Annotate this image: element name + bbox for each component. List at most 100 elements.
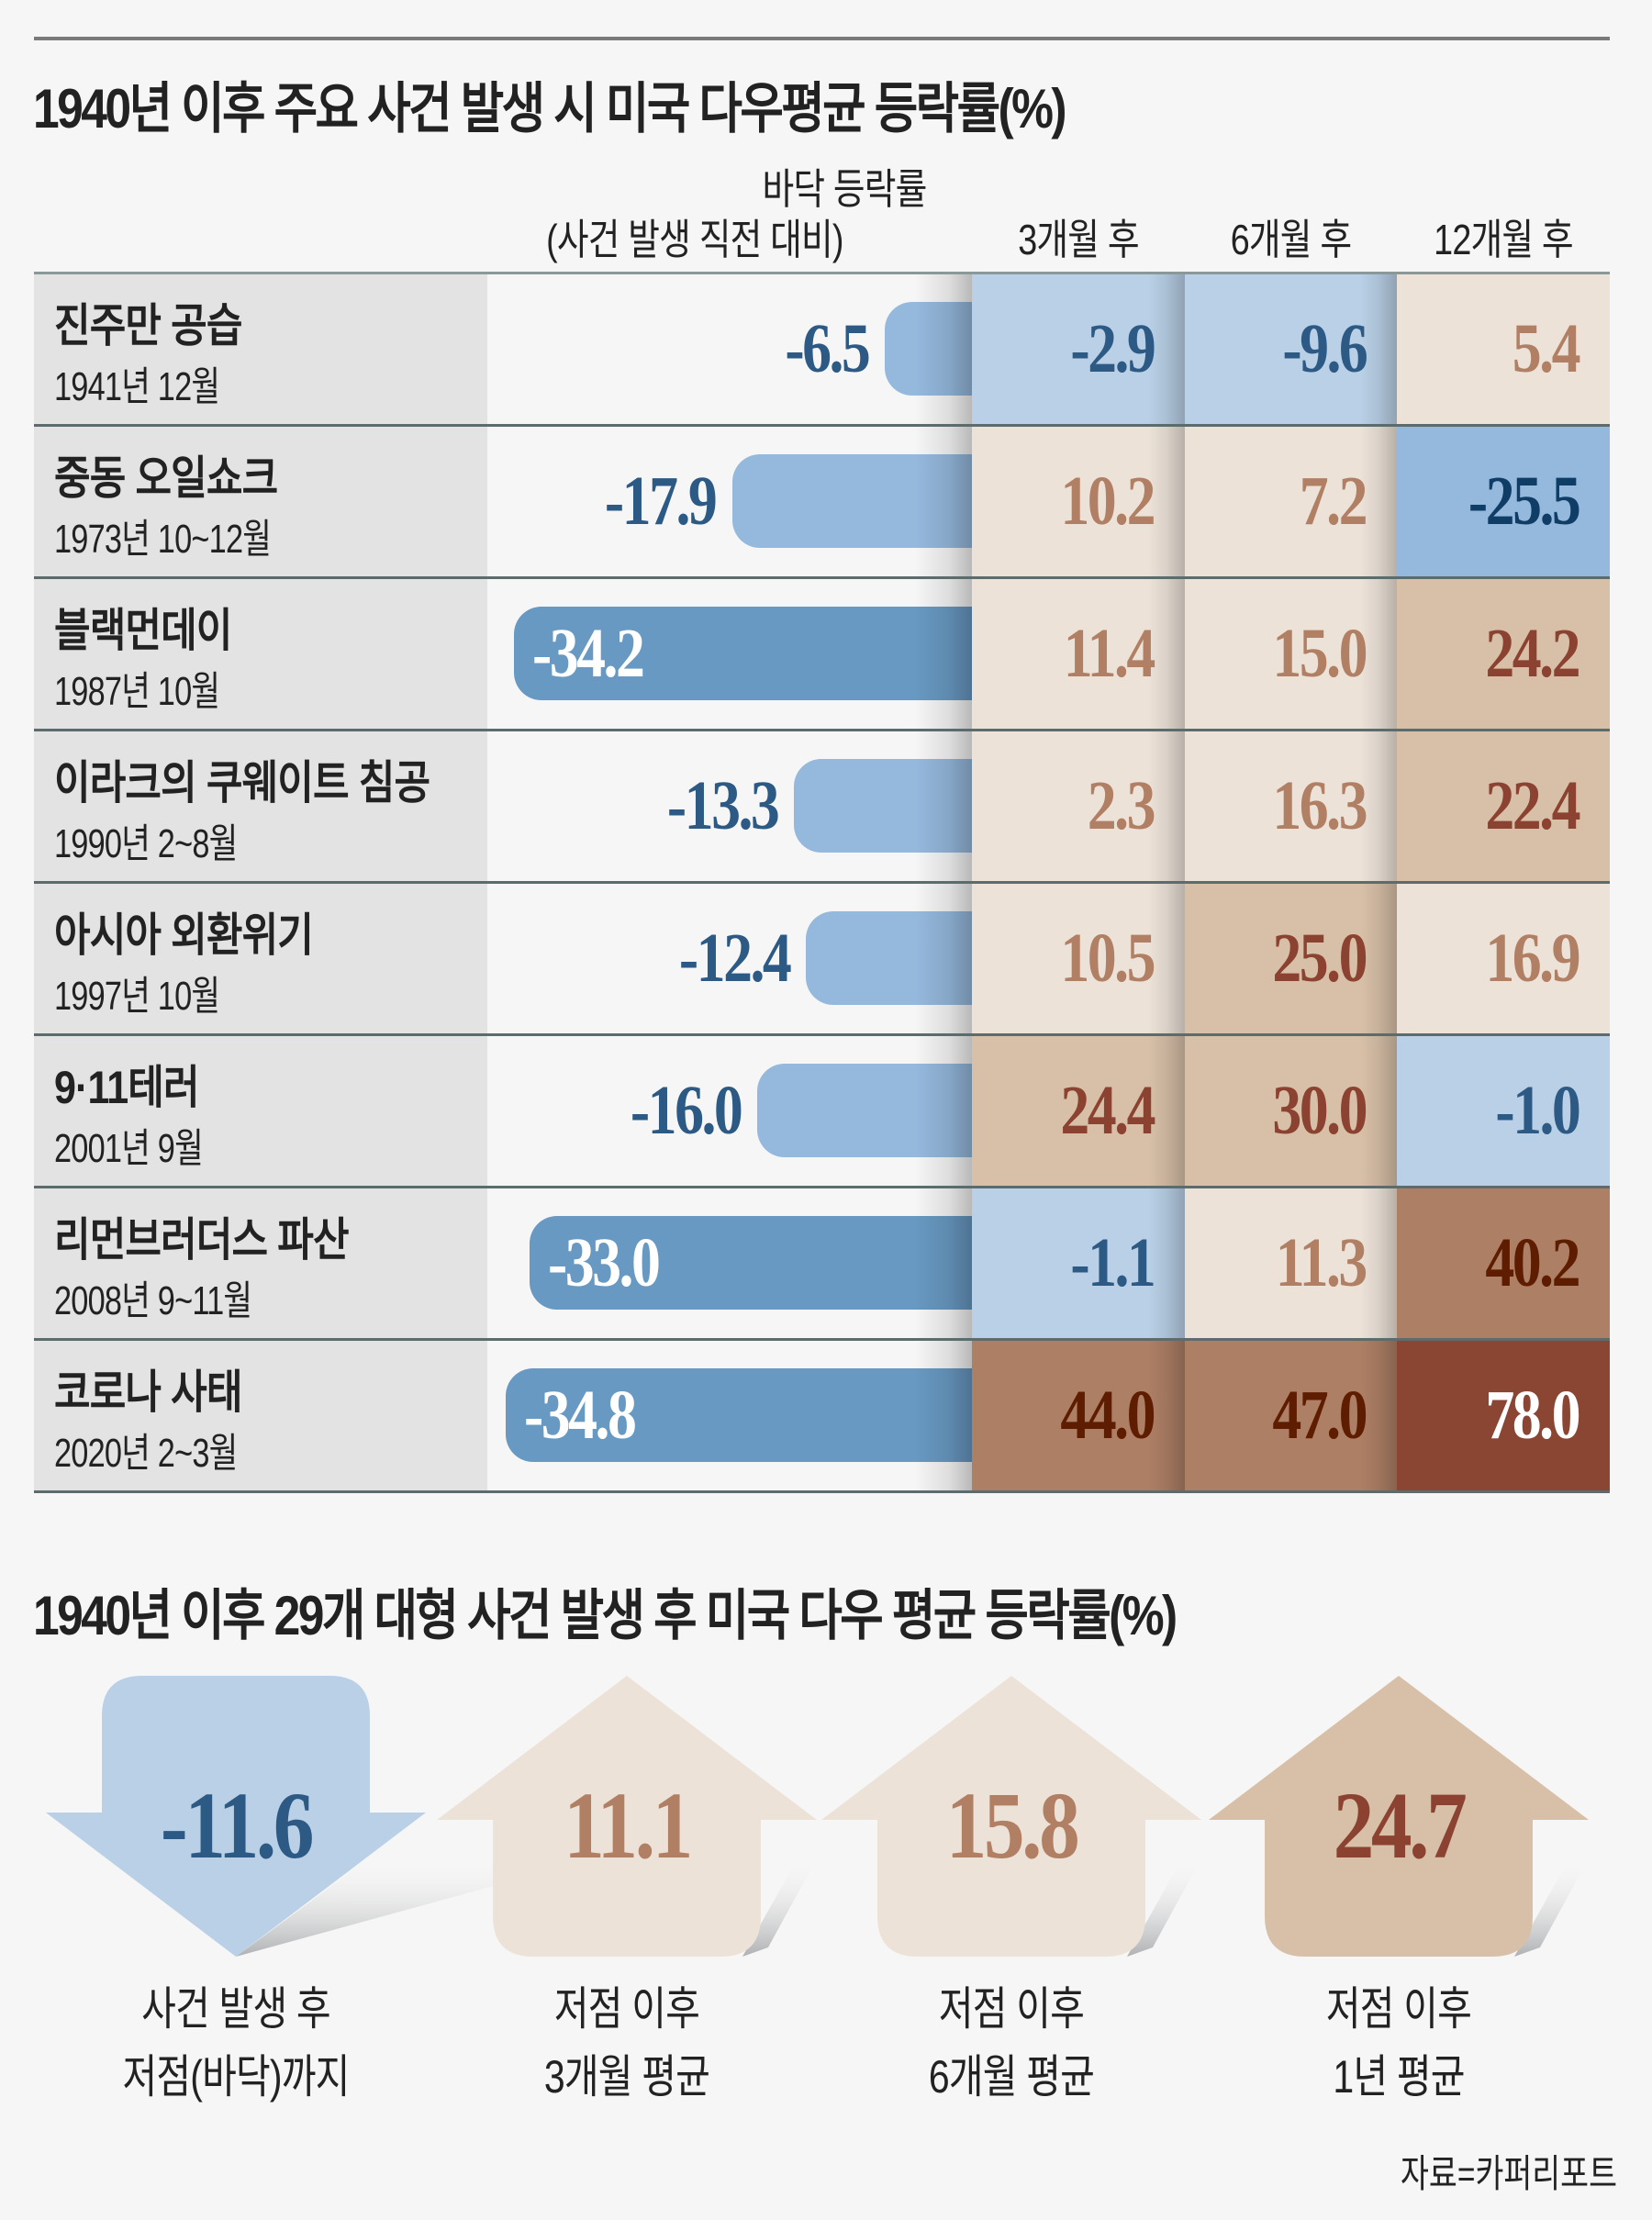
bottom-bar [731,454,972,548]
value-cell-6m: 7.2 [1185,425,1397,577]
value-cell-12m: -25.5 [1397,425,1610,577]
summary-value: 15.8 [945,1773,1080,1879]
value-cell-12m: 22.4 [1397,730,1610,882]
value-cell-12m: 16.9 [1397,882,1610,1034]
arrow-body [46,1676,426,1957]
column-shadow [1360,577,1397,730]
event-label-cell: 리먼브러더스 파산 2008년 9~11월 [34,1187,487,1339]
value-cell-3m: 10.2 [972,425,1185,577]
value-cell-12m: 24.2 [1397,577,1610,730]
cell-value: 30.0 [1272,1072,1367,1149]
bottom-bar-value: -34.2 [531,615,645,692]
event-label-cell: 아시아 외환위기 1997년 10월 [34,882,487,1034]
row-divider [34,1490,1610,1493]
event-date: 1941년 12월 [54,364,220,409]
row-divider [34,1186,1610,1188]
column-shadow [1148,577,1185,730]
bottom-bar-value: -33.0 [548,1224,661,1301]
event-date: 1973년 10~12월 [54,517,272,562]
cell-value: -9.6 [1282,310,1368,387]
arrow-body [821,1676,1201,1957]
table-row: 코로나 사태 2020년 2~3월 -34.8 44.0 47.0 78.0 [34,1339,1610,1491]
header-col-3m: 3개월 후 [1018,216,1139,263]
row-divider [34,272,1610,274]
up-arrow [1209,1676,1589,1957]
up-arrow [821,1676,1201,1957]
bottom-bar [885,302,972,396]
summary-caption-line2: 저점(바닥)까지 [122,2051,350,2103]
bottom-bar-value: -16.0 [631,1072,743,1149]
arrow-shadow [1127,1858,1201,1957]
value-cell-3m: 11.4 [972,577,1185,730]
summary-caption-line1: 저점 이후 [1325,1983,1472,2035]
event-label-cell: 중동 오일쇼크 1973년 10~12월 [34,425,487,577]
main-title: 1940년 이후 주요 사건 발생 시 미국 다우평균 등락률(%) [33,78,1067,139]
event-name: 블랙먼데이 [54,605,232,656]
value-cell-12m: 78.0 [1397,1339,1610,1491]
table-row: 9·11테러 2001년 9월 -16.0 24.4 30.0 -1.0 [34,1034,1610,1187]
cell-value: -1.0 [1495,1072,1581,1149]
bottom-bar-value: -13.3 [666,767,779,844]
bottom-bar [793,759,972,853]
event-name: 이라크의 쿠웨이트 침공 [54,757,430,809]
row-divider [34,424,1610,427]
event-name: 중동 오일쇼크 [54,452,278,504]
column-shadow [1148,1187,1185,1339]
summary-caption-line2: 1년 평균 [1333,2051,1465,2103]
table-row: 블랙먼데이 1987년 10월 -34.2 11.4 15.0 24.2 [34,577,1610,730]
cell-value: -1.1 [1070,1224,1156,1301]
cell-value: -25.5 [1468,463,1581,540]
column-shadow [1148,273,1185,425]
table-row: 아시아 외환위기 1997년 10월 -12.4 10.5 25.0 16.9 [34,882,1610,1034]
row-divider [34,1338,1610,1341]
event-name: 아시아 외환위기 [54,909,314,961]
cell-value: 11.3 [1275,1224,1368,1301]
event-date: 2020년 2~3월 [54,1431,238,1476]
row-divider [34,729,1610,731]
value-cell-6m: -9.6 [1185,273,1397,425]
column-shadow [1360,273,1397,425]
arrow-body [1209,1676,1589,1957]
value-cell-12m: 40.2 [1397,1187,1610,1339]
source-note: 자료=카퍼리포트 [1400,2152,1617,2195]
top-rule [34,37,1610,40]
bottom-bar-value: -17.9 [605,463,718,540]
cell-value: 10.2 [1060,463,1155,540]
cell-value: 22.4 [1485,767,1580,844]
up-arrow [437,1676,817,1957]
bottom-bar-value: -34.8 [523,1377,637,1454]
column-shadow [1360,1034,1397,1187]
value-cell-3m: 2.3 [972,730,1185,882]
value-cell-3m: 10.5 [972,882,1185,1034]
value-cell-6m: 11.3 [1185,1187,1397,1339]
event-date: 1987년 10월 [54,669,220,714]
column-shadow [1360,1187,1397,1339]
value-cell-3m: 44.0 [972,1339,1185,1491]
column-shadow [1360,425,1397,577]
event-name: 코로나 사태 [54,1367,242,1418]
summary-caption-line2: 3개월 평균 [543,2051,710,2103]
value-cell-12m: -1.0 [1397,1034,1610,1187]
summary-value: -11.6 [160,1773,315,1879]
value-cell-3m: -2.9 [972,273,1185,425]
event-date: 1990년 2~8월 [54,821,238,866]
event-name: 진주만 공습 [54,300,242,351]
cell-value: 47.0 [1272,1377,1367,1454]
summary-arrows [46,1676,1589,1957]
arrow-shadow [742,1858,817,1957]
table-row: 중동 오일쇼크 1973년 10~12월 -17.9 10.2 7.2 -25.5 [34,425,1610,577]
column-shadow [1148,1339,1185,1491]
column-shadow [1148,1034,1185,1187]
cell-value: 15.0 [1272,615,1367,692]
summary-value: 11.1 [564,1773,693,1879]
event-date: 1997년 10월 [54,974,220,1019]
row-divider [34,1033,1610,1036]
cell-value: 44.0 [1060,1377,1155,1454]
event-date: 2001년 9월 [54,1126,204,1171]
events-table: 진주만 공습 1941년 12월 -6.5 -2.9 -9.6 5.4 중동 오일쇼크 197… [34,272,1610,1493]
summary-value: 24.7 [1333,1773,1468,1879]
bottom-bar-value: -12.4 [678,920,792,997]
value-cell-12m: 5.4 [1397,273,1610,425]
event-label-cell: 블랙먼데이 1987년 10월 [34,577,487,730]
column-shadow [1360,882,1397,1034]
